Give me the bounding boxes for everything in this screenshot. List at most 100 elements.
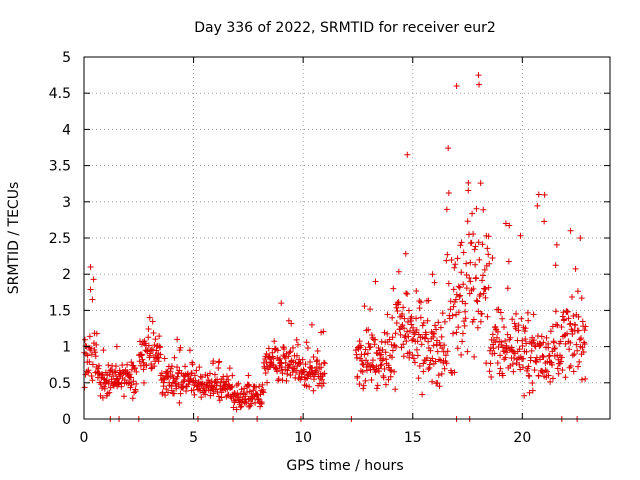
- data-point: [450, 330, 457, 337]
- data-point: [426, 361, 433, 368]
- data-point: [137, 362, 144, 369]
- data-point: [431, 322, 438, 329]
- data-point: [547, 378, 554, 385]
- data-point: [362, 346, 369, 353]
- data-point: [404, 290, 411, 297]
- data-point: [430, 342, 437, 349]
- data-point: [516, 361, 523, 368]
- data-point: [354, 373, 361, 380]
- data-point: [406, 327, 413, 334]
- data-point: [101, 385, 108, 392]
- data-point: [360, 361, 367, 368]
- data-point: [565, 315, 572, 322]
- data-point: [360, 385, 367, 392]
- data-point: [378, 361, 385, 368]
- data-point: [187, 375, 194, 382]
- data-point: [508, 344, 515, 351]
- data-point: [498, 338, 505, 345]
- data-point: [479, 272, 486, 279]
- data-point: [390, 285, 397, 292]
- data-point: [403, 338, 410, 345]
- data-point: [425, 366, 432, 373]
- data-point: [191, 391, 198, 398]
- data-point: [490, 345, 497, 352]
- data-point: [233, 382, 240, 389]
- data-point: [539, 352, 546, 359]
- data-point: [382, 349, 389, 356]
- data-point: [440, 348, 447, 355]
- data-point: [531, 367, 538, 374]
- data-point: [113, 343, 120, 350]
- data-point: [582, 323, 589, 330]
- data-point: [215, 393, 222, 400]
- data-point: [140, 379, 147, 386]
- data-point: [245, 372, 252, 379]
- data-point: [416, 363, 423, 370]
- data-point: [278, 367, 285, 374]
- data-point: [495, 306, 502, 313]
- data-point: [443, 257, 450, 264]
- data-point: [439, 310, 446, 317]
- data-point: [221, 385, 228, 392]
- data-point: [460, 318, 467, 325]
- data-point: [205, 377, 212, 384]
- data-point: [464, 218, 471, 225]
- data-point: [559, 313, 566, 320]
- data-point: [451, 369, 458, 376]
- data-point: [523, 348, 530, 355]
- data-point: [434, 380, 441, 387]
- data-point: [497, 352, 504, 359]
- data-point: [303, 382, 310, 389]
- data-point: [465, 179, 472, 186]
- data-point: [270, 355, 277, 362]
- data-point: [259, 381, 266, 388]
- data-point: [456, 284, 463, 291]
- data-point: [133, 368, 140, 375]
- data-point: [532, 357, 539, 364]
- data-point: [192, 377, 199, 384]
- data-point: [445, 280, 452, 287]
- data-point: [519, 337, 526, 344]
- data-point: [189, 361, 196, 368]
- data-point: [371, 341, 378, 348]
- data-point: [500, 324, 507, 331]
- x-tick-label: 0: [80, 430, 89, 446]
- data-point: [557, 338, 564, 345]
- data-point: [459, 330, 466, 337]
- data-point: [465, 187, 472, 194]
- data-point: [568, 293, 575, 300]
- data-point: [419, 391, 426, 398]
- data-point: [381, 365, 388, 372]
- data-point: [441, 342, 448, 349]
- data-point: [224, 386, 231, 393]
- data-point: [567, 363, 574, 370]
- y-tick-label: 1: [62, 340, 71, 356]
- data-point: [365, 340, 372, 347]
- data-point: [393, 319, 400, 326]
- data-point: [509, 316, 516, 323]
- data-point: [206, 370, 213, 377]
- data-point: [283, 377, 290, 384]
- data-point: [92, 353, 99, 360]
- data-point: [538, 333, 545, 340]
- data-point: [374, 382, 381, 389]
- data-point: [471, 353, 478, 360]
- data-point: [316, 361, 323, 368]
- data-point: [275, 376, 282, 383]
- y-tick-label: 2.5: [49, 231, 71, 247]
- data-point: [400, 304, 407, 311]
- data-point: [223, 373, 230, 380]
- data-point: [576, 358, 583, 365]
- data-point: [93, 341, 100, 348]
- y-axis: 0 0.5 1 1.5 2 2.5 3 3.5 4 4.5 5: [49, 50, 610, 428]
- data-point: [399, 310, 406, 317]
- data-point: [450, 303, 457, 310]
- data-point: [139, 356, 146, 363]
- data-point: [230, 404, 237, 411]
- data-point: [425, 297, 432, 304]
- data-point: [534, 202, 541, 209]
- data-point: [502, 220, 509, 227]
- data-point: [491, 350, 498, 357]
- data-point: [489, 331, 496, 338]
- data-point: [559, 366, 566, 373]
